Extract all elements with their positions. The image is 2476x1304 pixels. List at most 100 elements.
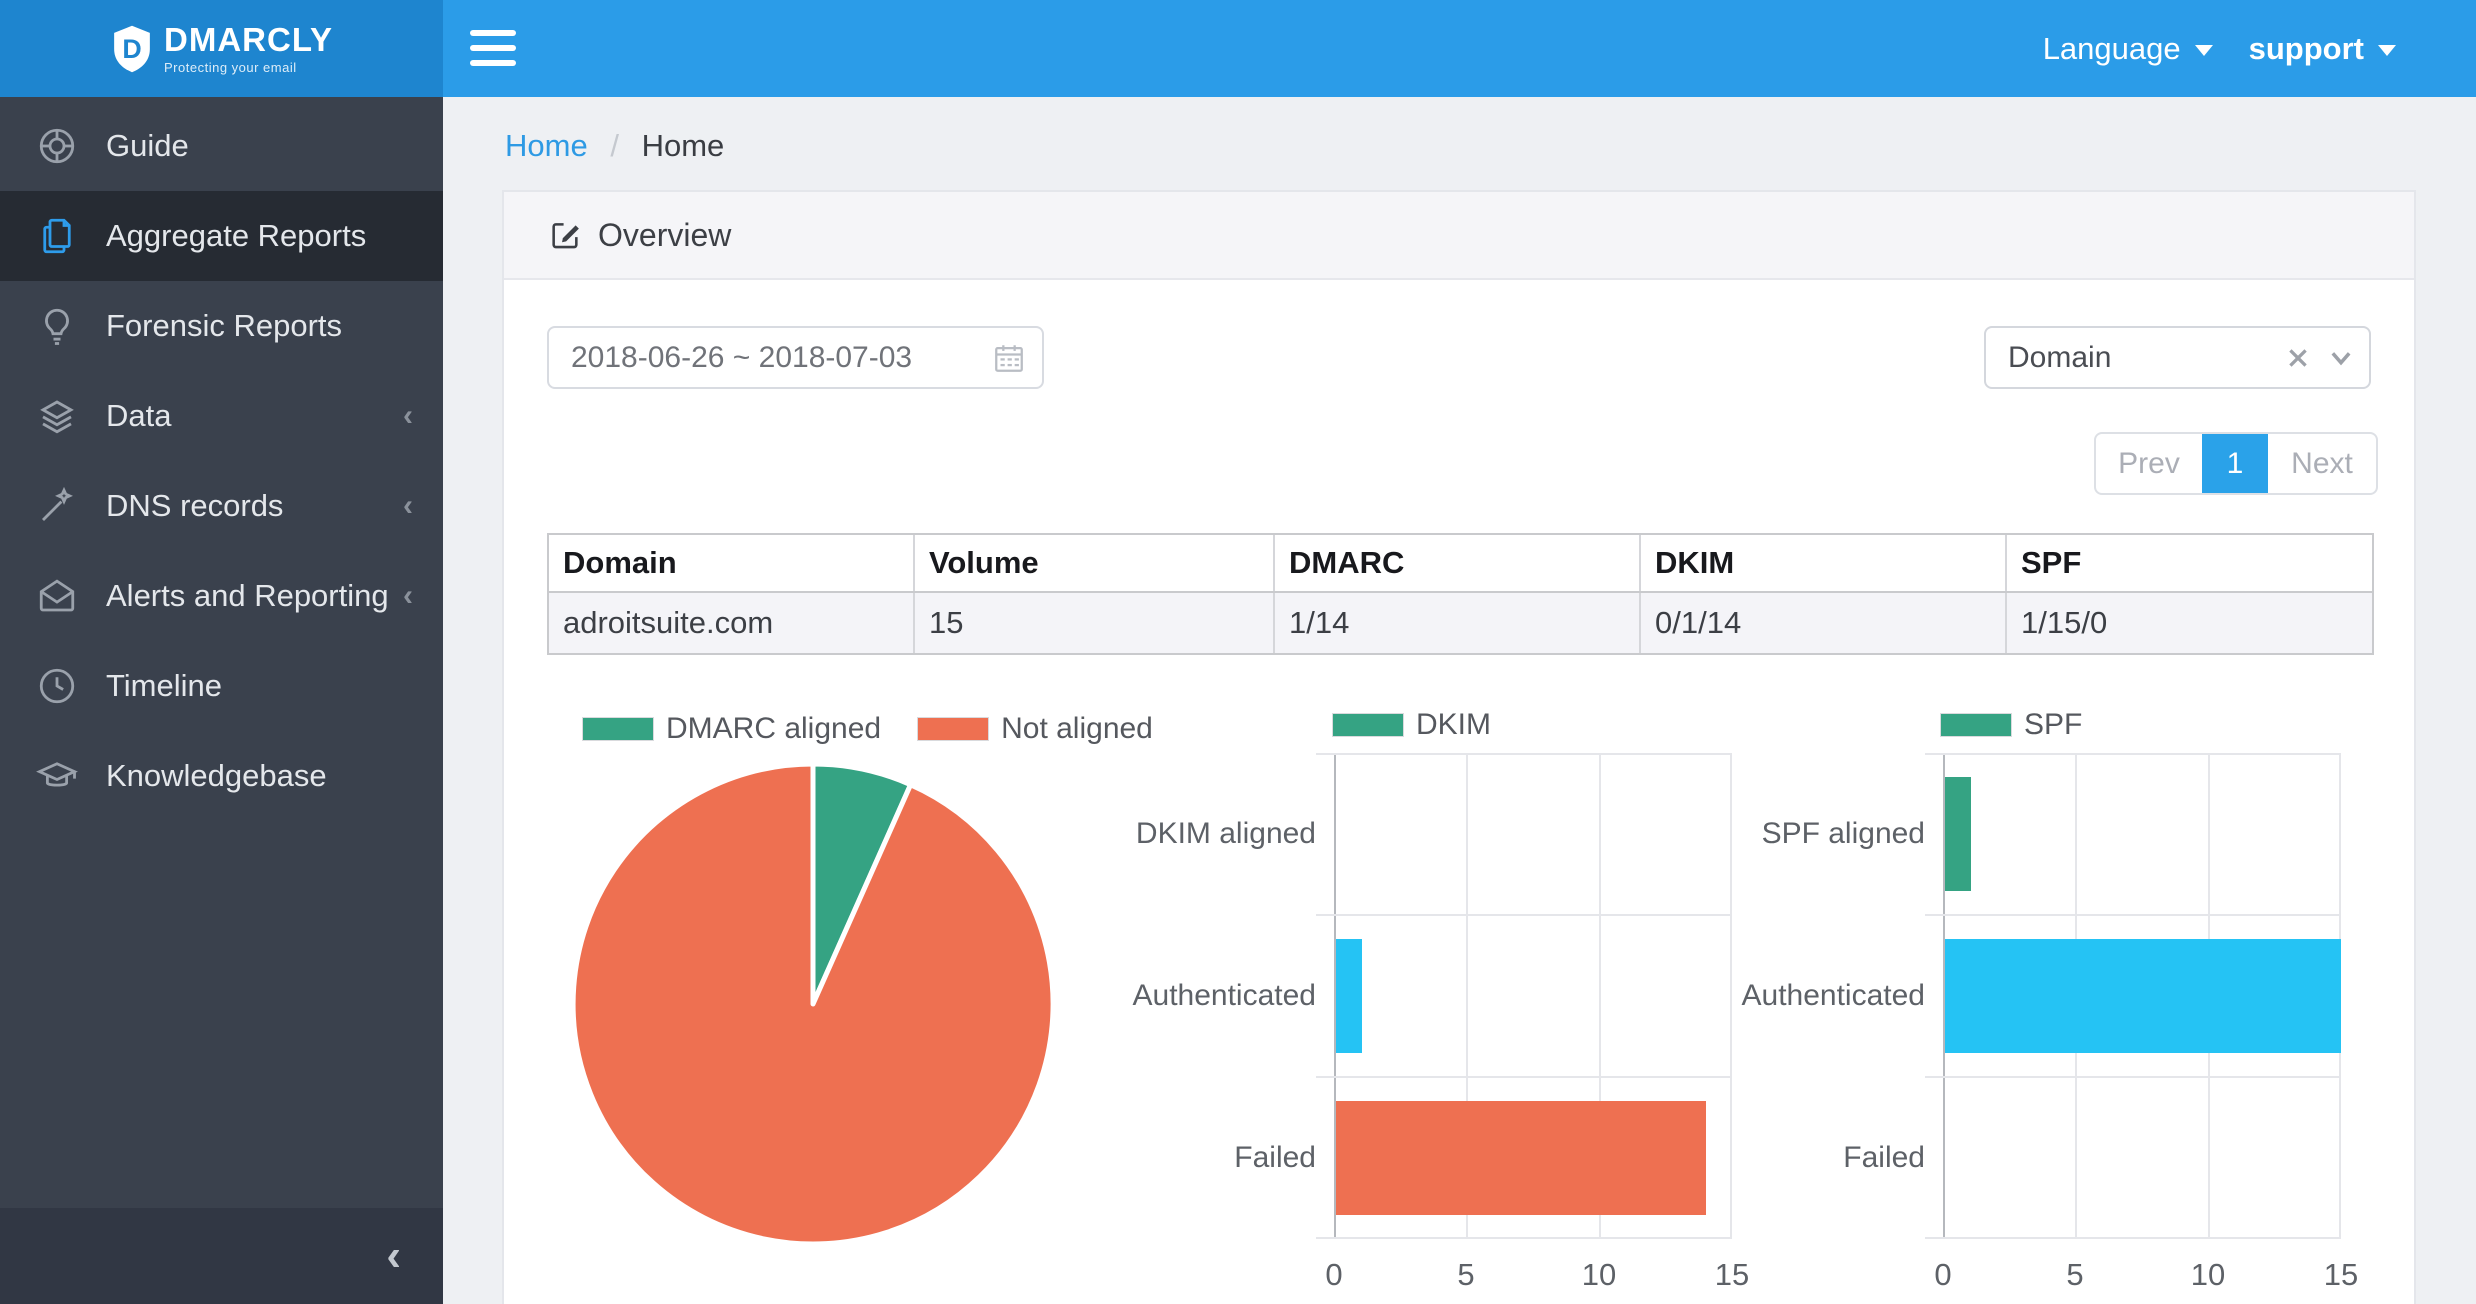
cell-spf: 1/15/0 [2021, 605, 2108, 640]
spf-cat-aligned: SPF aligned [1761, 817, 1925, 850]
cell-dkim: 0/1/14 [1641, 593, 2007, 653]
pagination: Prev 1 Next [2094, 432, 2378, 495]
sidebar-item-label: Alerts and Reporting [106, 578, 389, 613]
chevron-down-icon[interactable] [2327, 344, 2355, 372]
clear-icon[interactable] [2285, 345, 2311, 371]
bar-dkim-failed[interactable] [1336, 1101, 1706, 1215]
brand-shield-icon: D [114, 25, 150, 72]
sidebar-item-alerts-and-reporting[interactable]: Alerts and Reporting ‹ [0, 551, 443, 641]
domain-select-value: Domain [2008, 340, 2112, 374]
spf-cat-authenticated: Authenticated [1741, 979, 1925, 1012]
chevron-left-icon: ‹ [403, 489, 413, 522]
language-menu[interactable]: Language [2043, 31, 2213, 67]
account-menu[interactable]: support [2249, 31, 2396, 67]
legend-swatch-dmarc-aligned [582, 717, 654, 741]
date-range-value: 2018-06-26 ~ 2018-07-03 [571, 340, 913, 374]
overview-panel: Overview 2018-06-26 ~ 2018-07-03 Domain [502, 190, 2416, 1304]
next-page-button[interactable]: Next [2291, 446, 2353, 480]
topbar: Language support [443, 0, 2476, 97]
legend-label: SPF [2024, 708, 2083, 741]
spf-tick-15: 15 [2323, 1257, 2359, 1292]
spf-tick-0: 0 [1934, 1257, 1952, 1292]
sidebar-collapse-bar[interactable]: ‹ [0, 1208, 443, 1304]
breadcrumb-separator: / [610, 128, 619, 163]
account-menu-label: support [2248, 30, 2364, 66]
sidebar-item-guide[interactable]: Guide [0, 101, 443, 191]
sidebar-item-label: Data [106, 398, 172, 433]
dkim-tick-10: 10 [1581, 1257, 1617, 1292]
sidebar-item-knowledgebase[interactable]: Knowledgebase [0, 731, 443, 821]
brand-name: DMARCLY [164, 20, 333, 58]
sidebar: D DMARCLY Protecting your email Guide [0, 0, 443, 1304]
mail-open-icon [39, 579, 75, 612]
layers-icon [40, 400, 74, 434]
legend-swatch-spf [1940, 713, 2012, 737]
sidebar-item-forensic-reports[interactable]: Forensic Reports [0, 281, 443, 371]
graduation-cap-icon [36, 762, 78, 787]
spf-x-axis [1925, 1237, 2341, 1239]
dkim-x-axis [1316, 1237, 1732, 1239]
cell-domain: adroitsuite.com [549, 593, 915, 653]
magic-wand-icon [42, 486, 73, 521]
bar-dkim-authenticated[interactable] [1336, 939, 1362, 1053]
sidebar-item-dns-records[interactable]: DNS records ‹ [0, 461, 443, 551]
spf-cat-failed: Failed [1843, 1141, 1925, 1174]
column-header-dmarc: DMARC [1275, 535, 1641, 591]
spf-tick-10: 10 [2190, 1257, 2226, 1292]
bar-spf-aligned[interactable] [1945, 777, 1971, 891]
calendar-icon [995, 344, 1023, 372]
sidebar-item-label: Forensic Reports [106, 308, 343, 343]
sidebar-item-label: Timeline [106, 668, 222, 703]
dkim-tick-15: 15 [1714, 1257, 1750, 1292]
caret-down-icon [2378, 45, 2396, 56]
bar-spf-authenticated[interactable] [1945, 939, 2341, 1053]
legend-label: Not aligned [1001, 712, 1153, 745]
current-page-button[interactable]: 1 [2202, 434, 2268, 493]
menu-toggle-button[interactable] [470, 30, 516, 68]
domain-select[interactable]: Domain [1984, 326, 2371, 389]
chevron-left-icon: ‹ [403, 579, 413, 612]
legend-swatch-dkim [1332, 713, 1404, 737]
dkim-tick-0: 0 [1325, 1257, 1343, 1292]
column-header-domain: Domain [549, 535, 915, 591]
table-header-row: Domain Volume DMARC DKIM SPF [549, 535, 2372, 593]
lifebuoy-icon [39, 128, 75, 164]
pie-legend: DMARC aligned Not aligned [582, 712, 1189, 746]
brand-tagline: Protecting your email [164, 59, 297, 75]
date-range-input[interactable]: 2018-06-26 ~ 2018-07-03 [547, 326, 1044, 389]
language-menu-label: Language [2042, 30, 2181, 66]
breadcrumb: Home / Home [505, 128, 724, 164]
legend-swatch-not-aligned [917, 717, 990, 741]
spf-legend: SPF [1940, 708, 2118, 742]
table-row[interactable]: adroitsuite.com 15 1/14 0/1/14 1/15/0 [549, 593, 2372, 653]
sidebar-item-label: Guide [106, 128, 189, 163]
sidebar-item-data[interactable]: Data ‹ [0, 371, 443, 461]
sidebar-item-timeline[interactable]: Timeline [0, 641, 443, 731]
legend-label: DMARC aligned [666, 712, 882, 745]
domains-table: Domain Volume DMARC DKIM SPF adroitsuite… [547, 533, 2374, 655]
column-header-dkim: DKIM [1641, 535, 2007, 591]
clock-icon [39, 668, 75, 704]
documents-icon [43, 218, 71, 254]
cell-dmarc: 1/14 [1275, 593, 1641, 653]
dkim-tick-5: 5 [1457, 1257, 1475, 1292]
prev-page-button[interactable]: Prev [2118, 446, 2180, 480]
brand-logo[interactable]: D DMARCLY Protecting your email [0, 0, 443, 97]
panel-title: Overview [598, 216, 732, 253]
pie-slice-not-aligned[interactable] [570, 761, 1056, 1247]
spf-tick-5: 5 [2066, 1257, 2084, 1292]
lightbulb-icon [45, 308, 69, 345]
collapse-sidebar-icon[interactable]: ‹ [386, 1231, 401, 1280]
dkim-legend: DKIM [1332, 708, 1527, 742]
svg-text:D: D [122, 33, 141, 63]
sidebar-item-aggregate-reports[interactable]: Aggregate Reports [0, 191, 443, 281]
chevron-left-icon: ‹ [403, 399, 413, 432]
breadcrumb-current: Home [641, 128, 725, 163]
column-header-volume: Volume [915, 535, 1275, 591]
spf-y-axis [1943, 753, 1945, 1239]
caret-down-icon [2194, 45, 2213, 56]
panel-header: Overview [504, 192, 2414, 280]
breadcrumb-home-link[interactable]: Home [505, 128, 588, 163]
edit-icon [552, 223, 579, 249]
